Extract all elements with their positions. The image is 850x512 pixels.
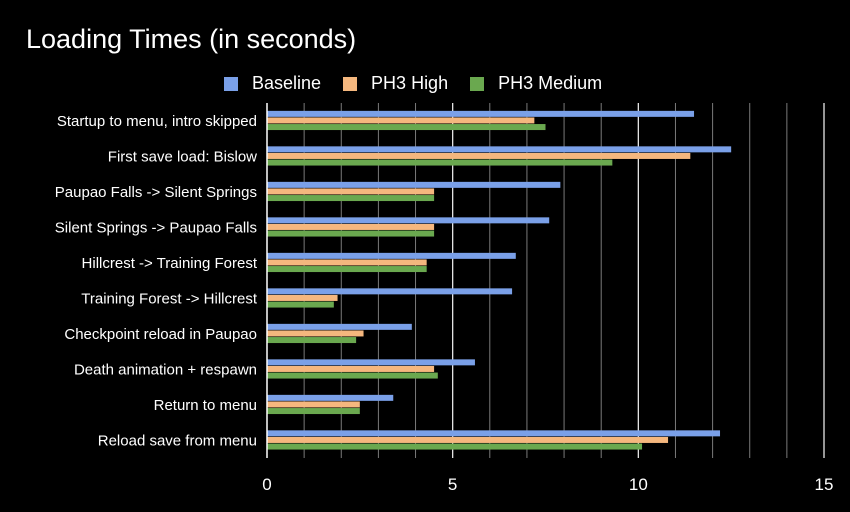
bar-ph3-high [267,436,669,443]
bar-ph3-high [267,330,364,337]
legend-swatch-ph3-medium [470,76,485,91]
category-label: Silent Springs -> Paupao Falls [55,219,257,236]
bar-ph3-medium [267,372,438,379]
bar-baseline [267,110,695,117]
bar-ph3-medium [267,124,546,131]
bar-baseline [267,288,513,295]
bar-baseline [267,181,561,188]
bar-ph3-medium [267,337,357,344]
category-label: Death animation + respawn [74,361,257,378]
legend: Baseline PH3 High PH3 Medium [224,73,624,94]
category-label: Return to menu [154,397,257,414]
bar-ph3-high [267,401,360,408]
category-label: Reload save from menu [98,432,257,449]
bar-baseline [267,252,516,259]
category-label: First save load: Bislow [108,148,257,165]
bar-ph3-medium [267,195,435,202]
legend-label-ph3-medium: PH3 Medium [498,73,603,93]
category-label: Checkpoint reload in Paupao [64,326,257,343]
x-tick-label: 5 [448,475,457,494]
legend-item-ph3-medium[interactable]: PH3 Medium [470,73,602,94]
bar-ph3-high [267,294,338,301]
category-label: Paupao Falls -> Silent Springs [55,184,257,201]
x-tick-label: 10 [629,475,648,494]
bar-ph3-high [267,188,435,195]
bar-baseline [267,217,550,224]
bar-ph3-high [267,365,435,372]
bar-ph3-medium [267,301,334,308]
x-tick-label: 15 [815,475,834,494]
category-label: Training Forest -> Hillcrest [81,290,258,307]
legend-item-ph3-high[interactable]: PH3 High [343,73,448,94]
legend-swatch-baseline [224,76,238,91]
bar-baseline [267,359,475,366]
legend-label-ph3-high: PH3 High [371,73,449,93]
category-label: Startup to menu, intro skipped [57,113,257,130]
bar-ph3-high [267,117,535,124]
bar-baseline [267,323,412,330]
bar-ph3-medium [267,159,613,166]
bar-ph3-high [267,152,691,159]
bar-ph3-medium [267,230,435,237]
legend-swatch-ph3-high [343,76,358,91]
bar-ph3-medium [267,266,427,273]
bar-baseline [267,146,732,153]
legend-item-baseline[interactable]: Baseline [224,73,321,94]
bar-ph3-high [267,223,435,230]
bar-ph3-medium [267,443,643,450]
bar-baseline [267,394,394,401]
x-tick-label: 0 [262,475,271,494]
category-label: Hillcrest -> Training Forest [82,255,258,272]
bar-ph3-high [267,259,427,266]
bar-baseline [267,430,721,437]
bar-ph3-medium [267,408,360,415]
legend-label-baseline: Baseline [252,73,322,93]
chart-title: Loading Times (in seconds) [26,24,357,54]
